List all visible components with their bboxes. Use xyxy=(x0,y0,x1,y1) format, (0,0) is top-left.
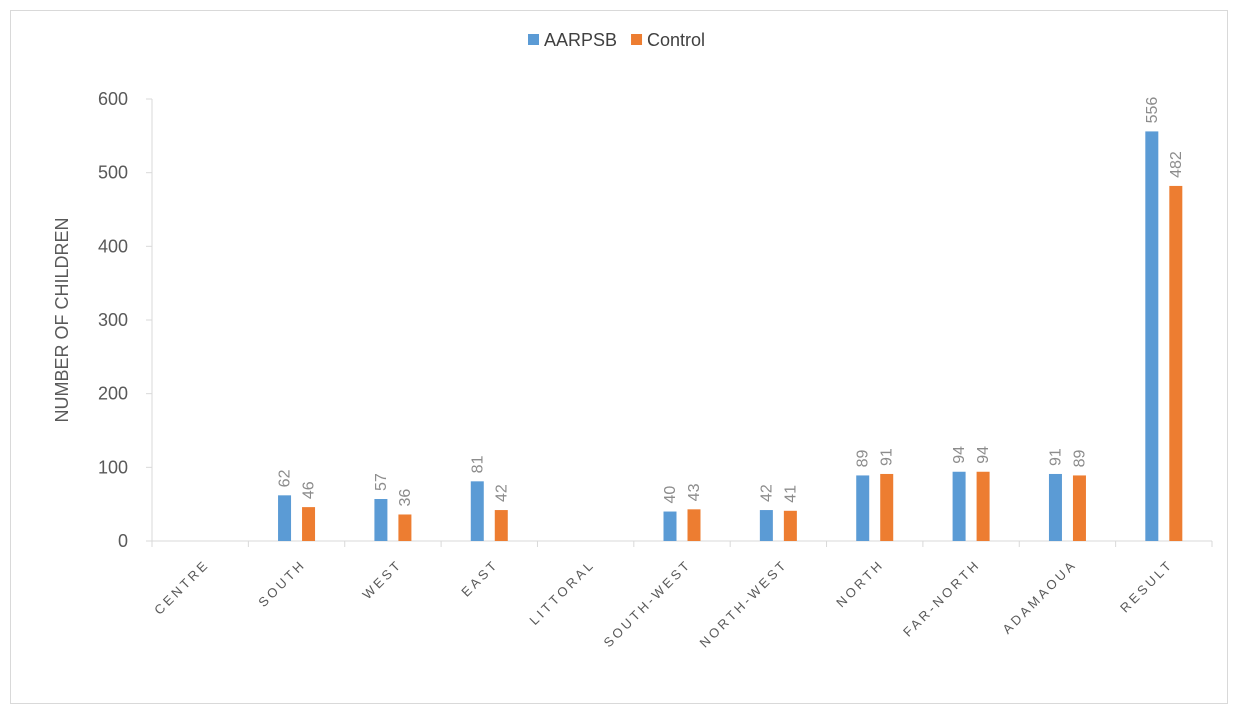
legend-label: Control xyxy=(647,30,705,50)
x-tick-label: NORTH-WEST xyxy=(697,557,791,651)
data-labels: 62 57 81 40 42 89 94 91 556 46 36 42 43 41 91 94 89 482 xyxy=(277,97,1185,507)
data-label: 556 xyxy=(1144,97,1161,124)
data-label: 81 xyxy=(469,455,486,473)
bar-aarpsb xyxy=(952,471,966,541)
y-tick-label: 600 xyxy=(98,89,128,109)
y-tick-label: 300 xyxy=(98,310,128,330)
bar-control xyxy=(1072,475,1086,541)
x-tick-label: NORTH xyxy=(833,557,887,611)
x-tick-label: FAR-NORTH xyxy=(900,557,983,640)
bar-aarpsb xyxy=(663,511,677,541)
data-label: 36 xyxy=(397,489,414,507)
bar-control xyxy=(687,509,701,541)
y-axis-title: NUMBER OF CHILDREN xyxy=(52,217,72,422)
data-label: 40 xyxy=(662,486,679,504)
x-tick-label: ADAMAOUA xyxy=(999,557,1079,637)
bar-control xyxy=(1169,185,1183,541)
data-label: 91 xyxy=(879,448,896,466)
bar-aarpsb xyxy=(856,475,870,541)
bar-control xyxy=(302,507,316,541)
data-label: 42 xyxy=(758,484,775,502)
bar-aarpsb xyxy=(1048,473,1062,541)
bar-control xyxy=(880,473,894,541)
data-label: 57 xyxy=(373,473,390,491)
bar-aarpsb xyxy=(759,510,773,541)
bar-aarpsb xyxy=(1145,131,1159,541)
x-tick-label: CENTRE xyxy=(151,557,212,618)
y-tick-label: 500 xyxy=(98,163,128,183)
data-label: 46 xyxy=(301,481,318,499)
bar-aarpsb xyxy=(374,499,388,541)
y-tick-label: 200 xyxy=(98,384,128,404)
y-tick-label: 0 xyxy=(118,531,128,551)
bars xyxy=(278,131,1183,541)
legend-label: AARPSB xyxy=(544,30,617,50)
legend-swatch xyxy=(631,34,643,45)
x-tick-label: EAST xyxy=(458,557,501,600)
x-axis: CENTRE SOUTH WEST EAST LITTORAL SOUTH-WEST NOR… xyxy=(151,540,1213,651)
legend: AARPSB Control xyxy=(528,30,705,50)
bar-control xyxy=(494,510,508,541)
data-label: 89 xyxy=(855,450,872,468)
data-label: 41 xyxy=(782,485,799,503)
y-tick-label: 100 xyxy=(98,457,128,477)
data-label: 482 xyxy=(1168,151,1185,178)
x-tick-label: RESULT xyxy=(1117,557,1176,616)
chart-frame xyxy=(10,10,1228,704)
data-label: 42 xyxy=(493,484,510,502)
y-axis: 0 100 200 300 400 500 600 xyxy=(98,89,153,551)
data-label: 89 xyxy=(1071,450,1088,468)
x-tick-label: LITTORAL xyxy=(526,557,597,628)
bar-control xyxy=(976,471,990,541)
x-tick-label: SOUTH xyxy=(255,557,308,610)
data-label: 62 xyxy=(277,469,294,487)
bar-control xyxy=(398,514,412,541)
data-label: 94 xyxy=(975,446,992,464)
x-tick-label: WEST xyxy=(359,557,405,603)
legend-swatch xyxy=(528,34,539,45)
y-tick-label: 400 xyxy=(98,236,128,256)
data-label: 91 xyxy=(1047,448,1064,466)
x-tick-label: SOUTH-WEST xyxy=(601,557,695,651)
bar-aarpsb xyxy=(278,495,292,541)
bar-aarpsb xyxy=(470,481,484,541)
bar-control xyxy=(783,510,797,541)
data-label: 94 xyxy=(951,446,968,464)
data-label: 43 xyxy=(686,483,703,501)
